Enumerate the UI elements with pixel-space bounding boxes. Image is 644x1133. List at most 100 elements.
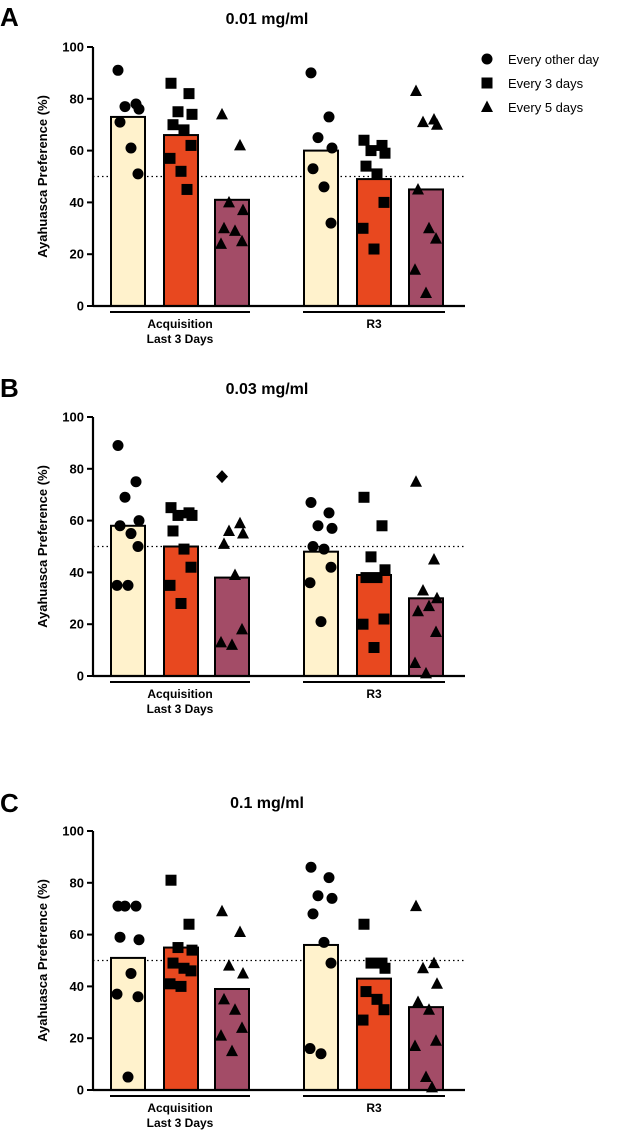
data-point-b-g1-3 bbox=[226, 638, 238, 650]
data-point-a-g1-1 bbox=[133, 103, 145, 115]
data-point-c-g2-1 bbox=[326, 892, 338, 904]
panel-title-a: 0.01 mg/ml bbox=[226, 11, 309, 28]
data-point-c-g1-2 bbox=[183, 918, 195, 930]
data-point-b-g1-2 bbox=[186, 509, 198, 521]
group-label-c-1: Acquisition bbox=[147, 1101, 212, 1115]
group-label-c-1: Last 3 Days bbox=[147, 1116, 214, 1130]
data-point-b-g2-3 bbox=[431, 591, 443, 604]
data-point-b-g1-3 bbox=[236, 622, 248, 635]
group-label-b-1: Last 3 Days bbox=[147, 702, 214, 716]
data-point-b-g1-2 bbox=[178, 543, 190, 555]
data-point-a-g1-1 bbox=[119, 101, 131, 113]
data-point-b-g1-1 bbox=[119, 491, 131, 503]
data-point-a-g2-3 bbox=[420, 286, 432, 299]
data-point-b-g1-3 bbox=[216, 470, 228, 484]
data-point-c-g2-1 bbox=[305, 861, 317, 873]
data-point-a-g1-2 bbox=[175, 165, 187, 177]
data-point-a-g1-1 bbox=[132, 168, 144, 180]
data-point-b-g2-1 bbox=[307, 541, 319, 552]
data-point-c-g2-3 bbox=[428, 956, 440, 969]
data-point-c-g2-1 bbox=[312, 890, 324, 902]
data-point-a-g2-3 bbox=[417, 115, 429, 128]
data-point-a-g2-2 bbox=[368, 243, 380, 255]
data-point-a-g2-2 bbox=[357, 222, 369, 234]
data-point-b-g1-2 bbox=[165, 502, 177, 514]
data-point-b-g1-2 bbox=[172, 509, 184, 521]
data-point-a-g1-3 bbox=[236, 234, 248, 247]
data-point-b-g2-3 bbox=[423, 599, 435, 612]
data-point-c-g1-3 bbox=[216, 904, 228, 917]
y-tick-label-b: 0 bbox=[77, 669, 84, 684]
y-tick-label-c: 100 bbox=[62, 824, 84, 839]
data-point-b-g2-2 bbox=[379, 564, 391, 576]
data-point-b-g2-3 bbox=[410, 475, 422, 487]
data-point-c-g2-3 bbox=[420, 1070, 432, 1083]
data-point-a-g1-3 bbox=[234, 138, 246, 151]
data-point-a-g2-2 bbox=[376, 139, 388, 151]
data-point-b-g1-1 bbox=[132, 541, 144, 552]
data-point-b-g1-3 bbox=[215, 635, 227, 648]
data-point-c-g2-1 bbox=[325, 957, 337, 969]
data-point-b-g2-1 bbox=[326, 522, 338, 534]
y-axis-label-a: Ayahuasca Preference (%) bbox=[35, 95, 50, 258]
data-point-a-g2-2 bbox=[358, 134, 370, 146]
y-tick-label-a: 60 bbox=[70, 143, 84, 158]
data-point-b-g2-3 bbox=[417, 584, 429, 596]
data-point-c-g2-2 bbox=[360, 986, 372, 998]
bar-c-g2-1 bbox=[303, 943, 339, 1092]
data-point-a-g1-3 bbox=[216, 107, 228, 120]
data-point-c-g2-1 bbox=[318, 936, 330, 948]
panel-title-c: 0.1 mg/ml bbox=[230, 795, 304, 812]
y-tick-label-b: 20 bbox=[70, 617, 84, 632]
data-point-c-g1-2 bbox=[172, 942, 184, 954]
data-point-c-g1-1 bbox=[132, 991, 144, 1003]
data-point-b-g1-2 bbox=[167, 525, 179, 537]
data-point-a-g2-1 bbox=[305, 67, 317, 79]
data-point-a-g2-1 bbox=[318, 181, 330, 193]
data-point-c-g1-2 bbox=[167, 957, 179, 969]
data-point-c-g1-2 bbox=[186, 944, 198, 956]
data-point-b-g1-1 bbox=[130, 476, 142, 488]
panel-letter-b: B bbox=[0, 373, 19, 403]
data-point-a-g1-3 bbox=[229, 224, 241, 236]
data-point-c-g1-1 bbox=[111, 988, 123, 1000]
data-point-a-g2-2 bbox=[371, 168, 383, 180]
y-tick-label-a: 40 bbox=[70, 195, 84, 210]
data-point-a-g2-3 bbox=[412, 182, 424, 195]
group-label-b-1: Acquisition bbox=[147, 687, 212, 701]
y-tick-label-c: 20 bbox=[70, 1031, 84, 1046]
data-point-c-g1-2 bbox=[185, 965, 197, 977]
data-point-a-g1-3 bbox=[218, 221, 230, 234]
data-point-a-g1-2 bbox=[164, 152, 176, 164]
data-point-b-g2-1 bbox=[325, 561, 337, 573]
data-point-c-g1-3 bbox=[226, 1044, 238, 1057]
data-point-a-g1-2 bbox=[178, 124, 190, 136]
data-point-c-g1-3 bbox=[223, 959, 235, 971]
data-point-a-g2-1 bbox=[307, 163, 319, 175]
data-point-c-g1-1 bbox=[125, 967, 137, 979]
data-point-c-g1-1 bbox=[114, 931, 126, 943]
group-label-a-1: Acquisition bbox=[147, 317, 212, 331]
bar-a-g1-3 bbox=[214, 198, 250, 307]
data-point-c-g2-2 bbox=[365, 957, 377, 969]
y-tick-label-a: 0 bbox=[77, 299, 84, 314]
data-point-b-g1-3 bbox=[229, 568, 241, 580]
data-point-c-g2-3 bbox=[423, 1003, 435, 1015]
data-point-a-g1-2 bbox=[186, 108, 198, 120]
data-point-b-g1-3 bbox=[218, 537, 230, 549]
data-point-c-g1-2 bbox=[164, 978, 176, 990]
y-tick-label-b: 100 bbox=[62, 410, 84, 425]
data-point-b-g1-2 bbox=[175, 597, 187, 609]
data-point-b-g2-3 bbox=[412, 604, 424, 617]
group-label-b-2: R3 bbox=[366, 687, 382, 701]
data-point-b-g2-2 bbox=[376, 520, 388, 532]
data-point-c-g1-1 bbox=[133, 934, 145, 946]
y-axis-label-b: Ayahuasca Preference (%) bbox=[35, 465, 50, 628]
data-point-b-g2-2 bbox=[371, 572, 383, 584]
panel-letter-c: C bbox=[0, 788, 19, 818]
data-point-a-g2-1 bbox=[325, 217, 337, 229]
data-point-a-g1-1 bbox=[114, 116, 126, 128]
data-point-b-g1-2 bbox=[164, 579, 176, 591]
y-axis-label-c: Ayahuasca Preference (%) bbox=[35, 879, 50, 1042]
data-point-c-g1-3 bbox=[218, 992, 230, 1005]
